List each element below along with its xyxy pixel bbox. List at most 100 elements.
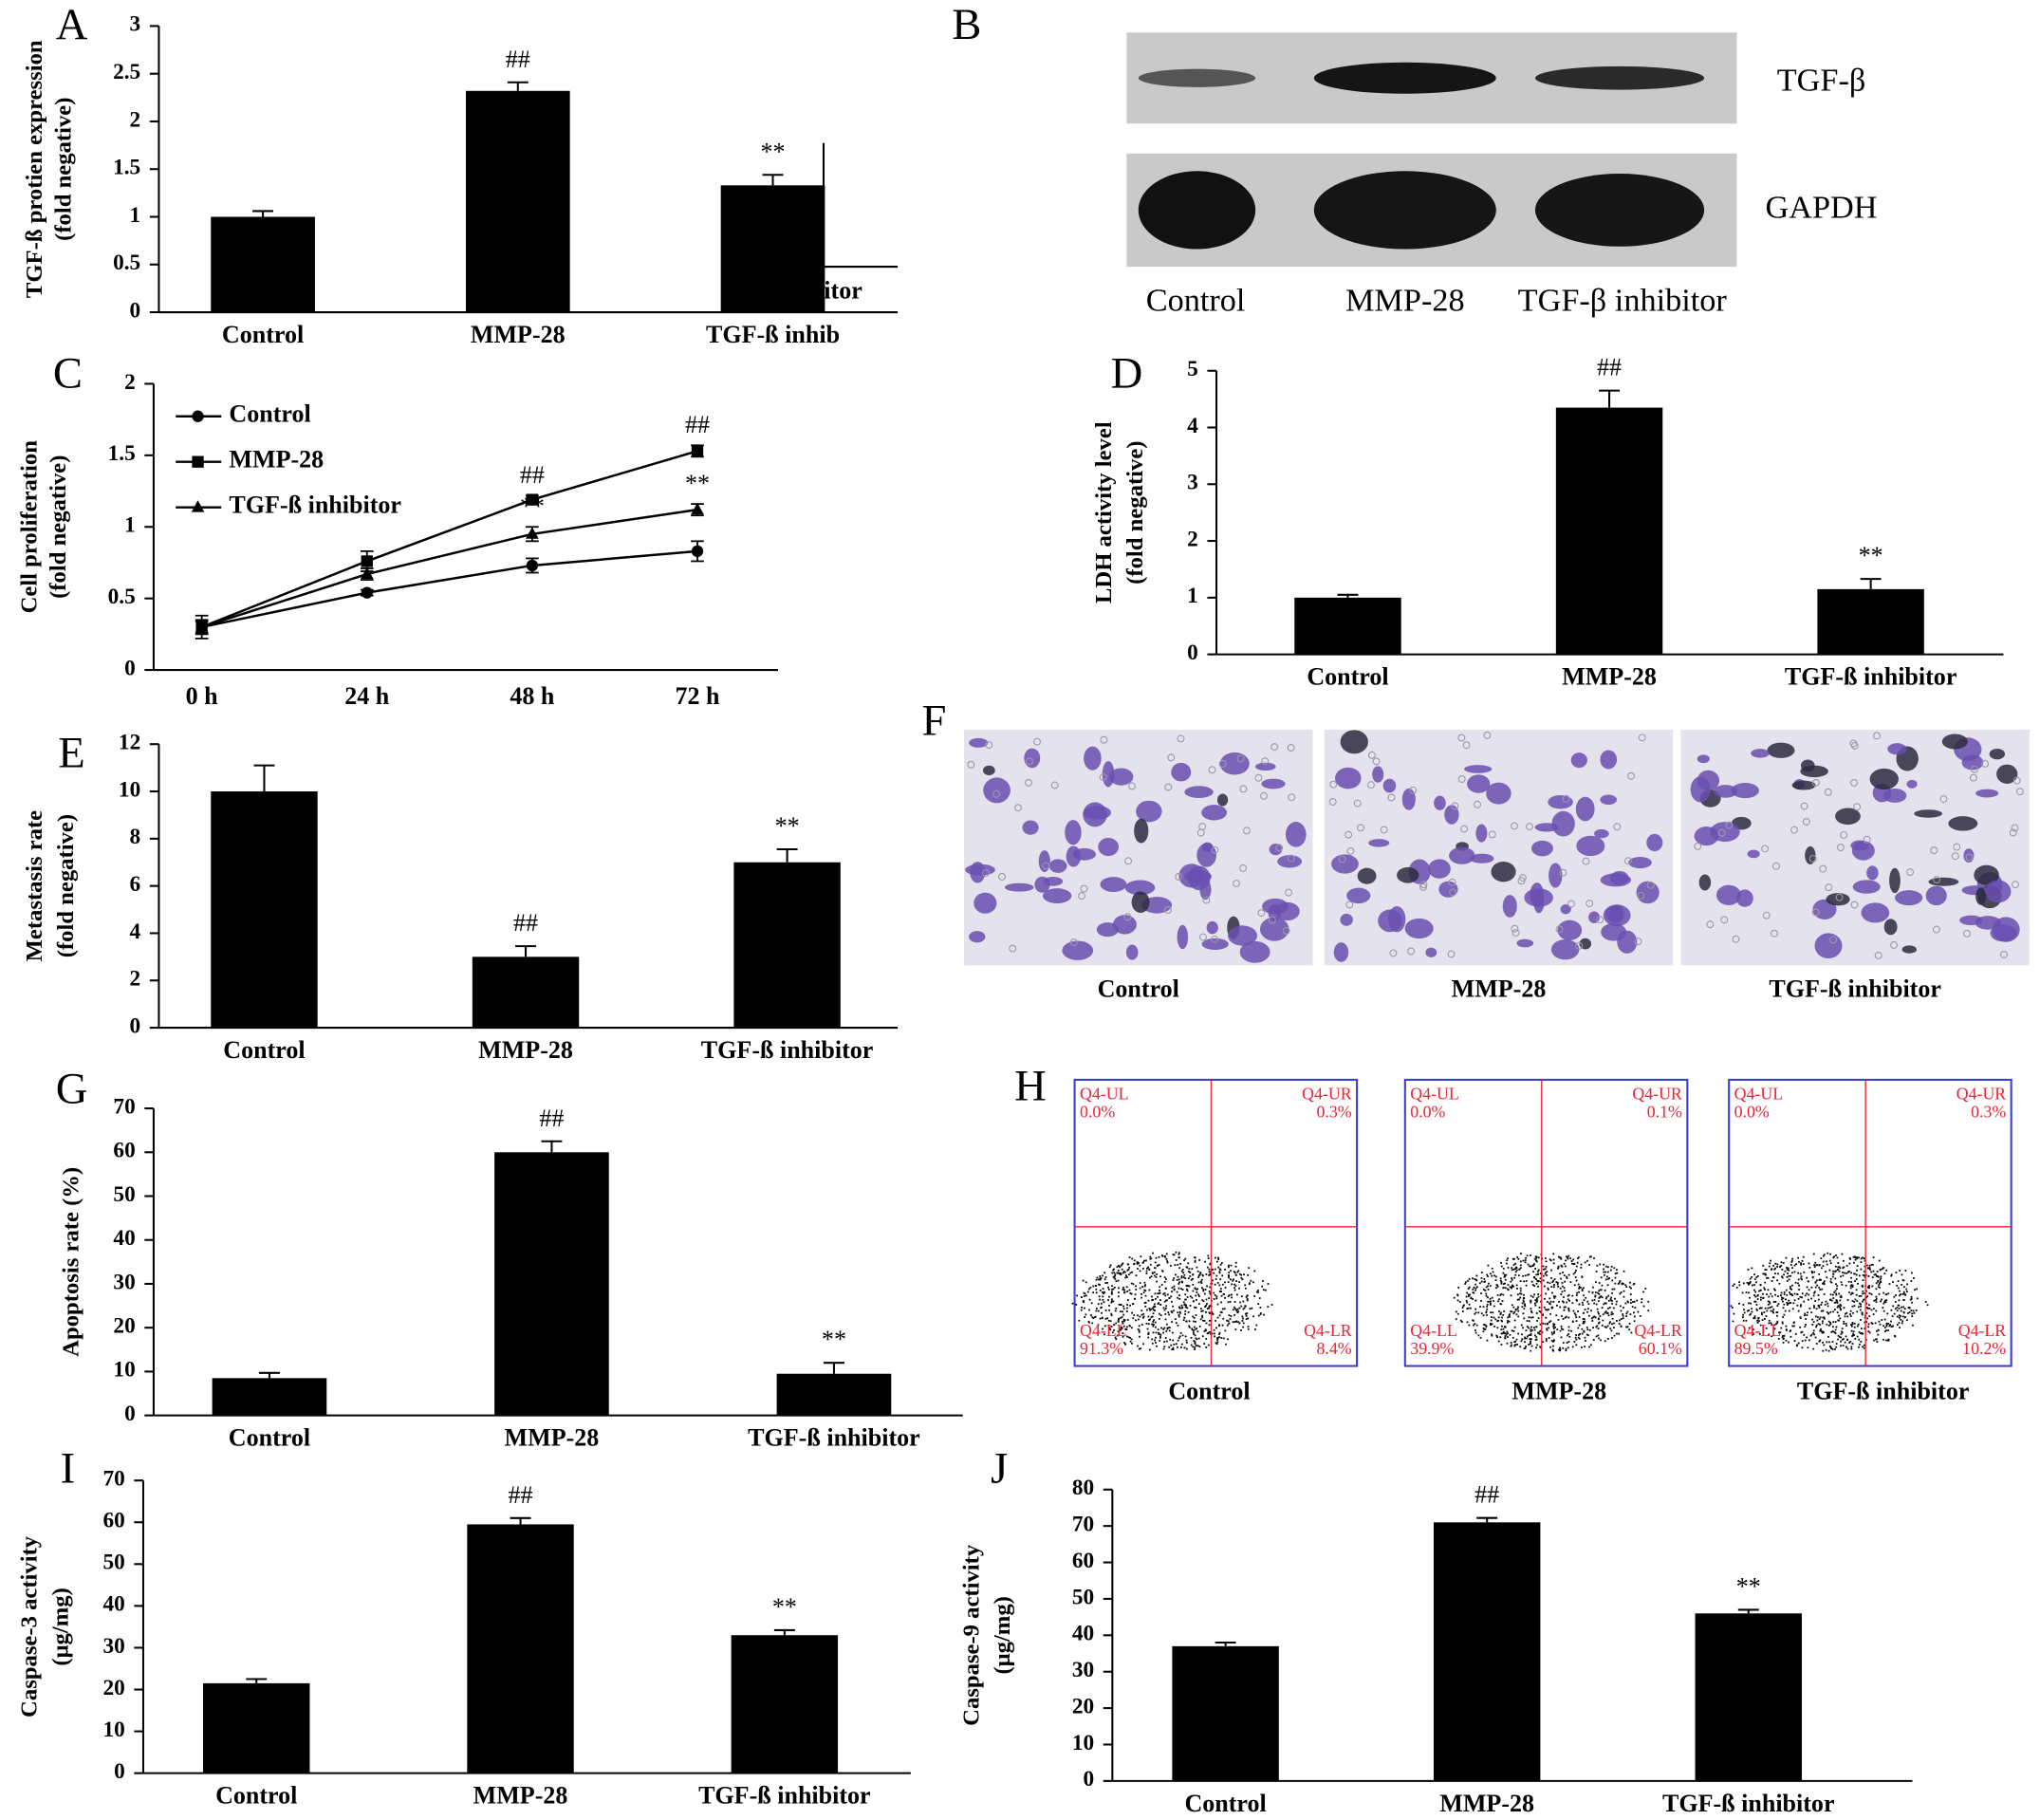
pore — [1474, 800, 1482, 808]
pore — [1380, 826, 1388, 834]
flow-event — [1500, 1282, 1503, 1285]
flow-event — [1172, 1346, 1175, 1349]
flow-event — [1907, 1307, 1910, 1309]
flow-event — [1559, 1346, 1561, 1349]
flow-event — [1829, 1346, 1831, 1348]
pore — [1345, 901, 1354, 909]
flow-event — [1573, 1312, 1576, 1315]
flow-event — [1180, 1270, 1183, 1272]
flow-event — [1764, 1272, 1767, 1275]
flow-event — [1763, 1287, 1766, 1290]
micrograph — [964, 730, 1313, 966]
flow-event — [1899, 1290, 1901, 1292]
flow-event — [1217, 1266, 1220, 1269]
flow-event — [1810, 1311, 1813, 1314]
flow-event — [1867, 1326, 1870, 1328]
flow-event — [1870, 1293, 1873, 1295]
flow-event — [1487, 1300, 1490, 1303]
flow-event — [1565, 1349, 1567, 1352]
flow-event — [1155, 1326, 1157, 1328]
flow-event — [1530, 1280, 1533, 1283]
flow-event — [1748, 1309, 1751, 1311]
flow-event — [1530, 1294, 1532, 1297]
flow-event — [1107, 1299, 1109, 1301]
flow-event — [1882, 1309, 1885, 1312]
flow-event — [1218, 1324, 1221, 1327]
flow-event — [1896, 1284, 1899, 1287]
y-axis-label: Caspase-9 activity — [958, 1544, 984, 1726]
flow-event — [1863, 1344, 1865, 1346]
pore — [1407, 947, 1416, 956]
flow-event — [1850, 1281, 1853, 1283]
flow-event — [1122, 1313, 1125, 1316]
flow-event — [1175, 1322, 1178, 1325]
flow-event — [1519, 1280, 1522, 1282]
flow-event — [1159, 1335, 1161, 1338]
flow-event — [1791, 1294, 1793, 1296]
bar — [467, 1524, 574, 1774]
flow-event — [1137, 1268, 1139, 1270]
flow-event — [1852, 1311, 1854, 1314]
flow-event — [1796, 1293, 1798, 1295]
flow-event — [1507, 1335, 1509, 1338]
flow-event — [1491, 1296, 1493, 1299]
flow-event — [1530, 1309, 1532, 1312]
panel-label: E — [58, 729, 84, 778]
flow-event — [1154, 1321, 1157, 1324]
flow-event — [1208, 1297, 1211, 1300]
flow-event — [1486, 1339, 1489, 1342]
flow-event — [1570, 1329, 1573, 1332]
flow-event — [1760, 1307, 1763, 1309]
flow-event — [1180, 1304, 1183, 1307]
significance-label: ** — [772, 1593, 797, 1621]
flow-event — [1795, 1263, 1797, 1266]
flow-event — [1198, 1346, 1201, 1347]
flow-event — [1783, 1334, 1786, 1337]
cell — [1177, 924, 1189, 950]
flow-event — [1910, 1280, 1913, 1282]
flow-event — [1136, 1261, 1139, 1264]
pore — [1353, 799, 1362, 808]
flow-event — [1753, 1317, 1755, 1320]
flow-event — [1228, 1322, 1231, 1325]
flow-event — [1845, 1325, 1847, 1327]
flow-event — [1809, 1334, 1812, 1337]
pore — [1762, 911, 1771, 919]
cell — [1098, 837, 1120, 857]
flow-event — [1791, 1325, 1794, 1328]
significance-label: ## — [1474, 1481, 1499, 1509]
x-tick-label: MMP-28 — [505, 1424, 600, 1452]
flow-event — [1840, 1333, 1843, 1335]
x-tick-label: Control — [223, 1036, 305, 1064]
pore — [1202, 896, 1211, 904]
flow-event — [1176, 1291, 1178, 1293]
flow-event — [1172, 1339, 1175, 1342]
flow-event — [1532, 1264, 1535, 1267]
cell — [1216, 793, 1229, 807]
flow-event — [1161, 1270, 1164, 1272]
pore — [2012, 881, 2019, 889]
flow-event — [1539, 1277, 1542, 1280]
flow-event — [1881, 1298, 1882, 1301]
flow-event — [1515, 1313, 1518, 1316]
flow-event — [1900, 1318, 1902, 1321]
flow-event — [1551, 1333, 1554, 1336]
flow-event — [1846, 1299, 1849, 1301]
flow-event — [1103, 1333, 1105, 1336]
flow-event — [1137, 1318, 1140, 1321]
y-tick-label: 10 — [119, 777, 140, 802]
flow-event — [1142, 1315, 1145, 1318]
flow-event — [1085, 1294, 1087, 1297]
flow-event — [1238, 1307, 1241, 1309]
flow-event — [1835, 1346, 1838, 1348]
quadrant-value: 10.2% — [1962, 1339, 2006, 1358]
flow-event — [1755, 1304, 1758, 1306]
flow-event — [1168, 1329, 1171, 1332]
flow-event — [1865, 1321, 1867, 1323]
flow-event — [1898, 1322, 1901, 1325]
pore — [1457, 775, 1466, 783]
pore — [1285, 888, 1292, 897]
cell — [1425, 947, 1437, 957]
pore — [2012, 776, 2021, 785]
flow-event — [1549, 1300, 1552, 1303]
